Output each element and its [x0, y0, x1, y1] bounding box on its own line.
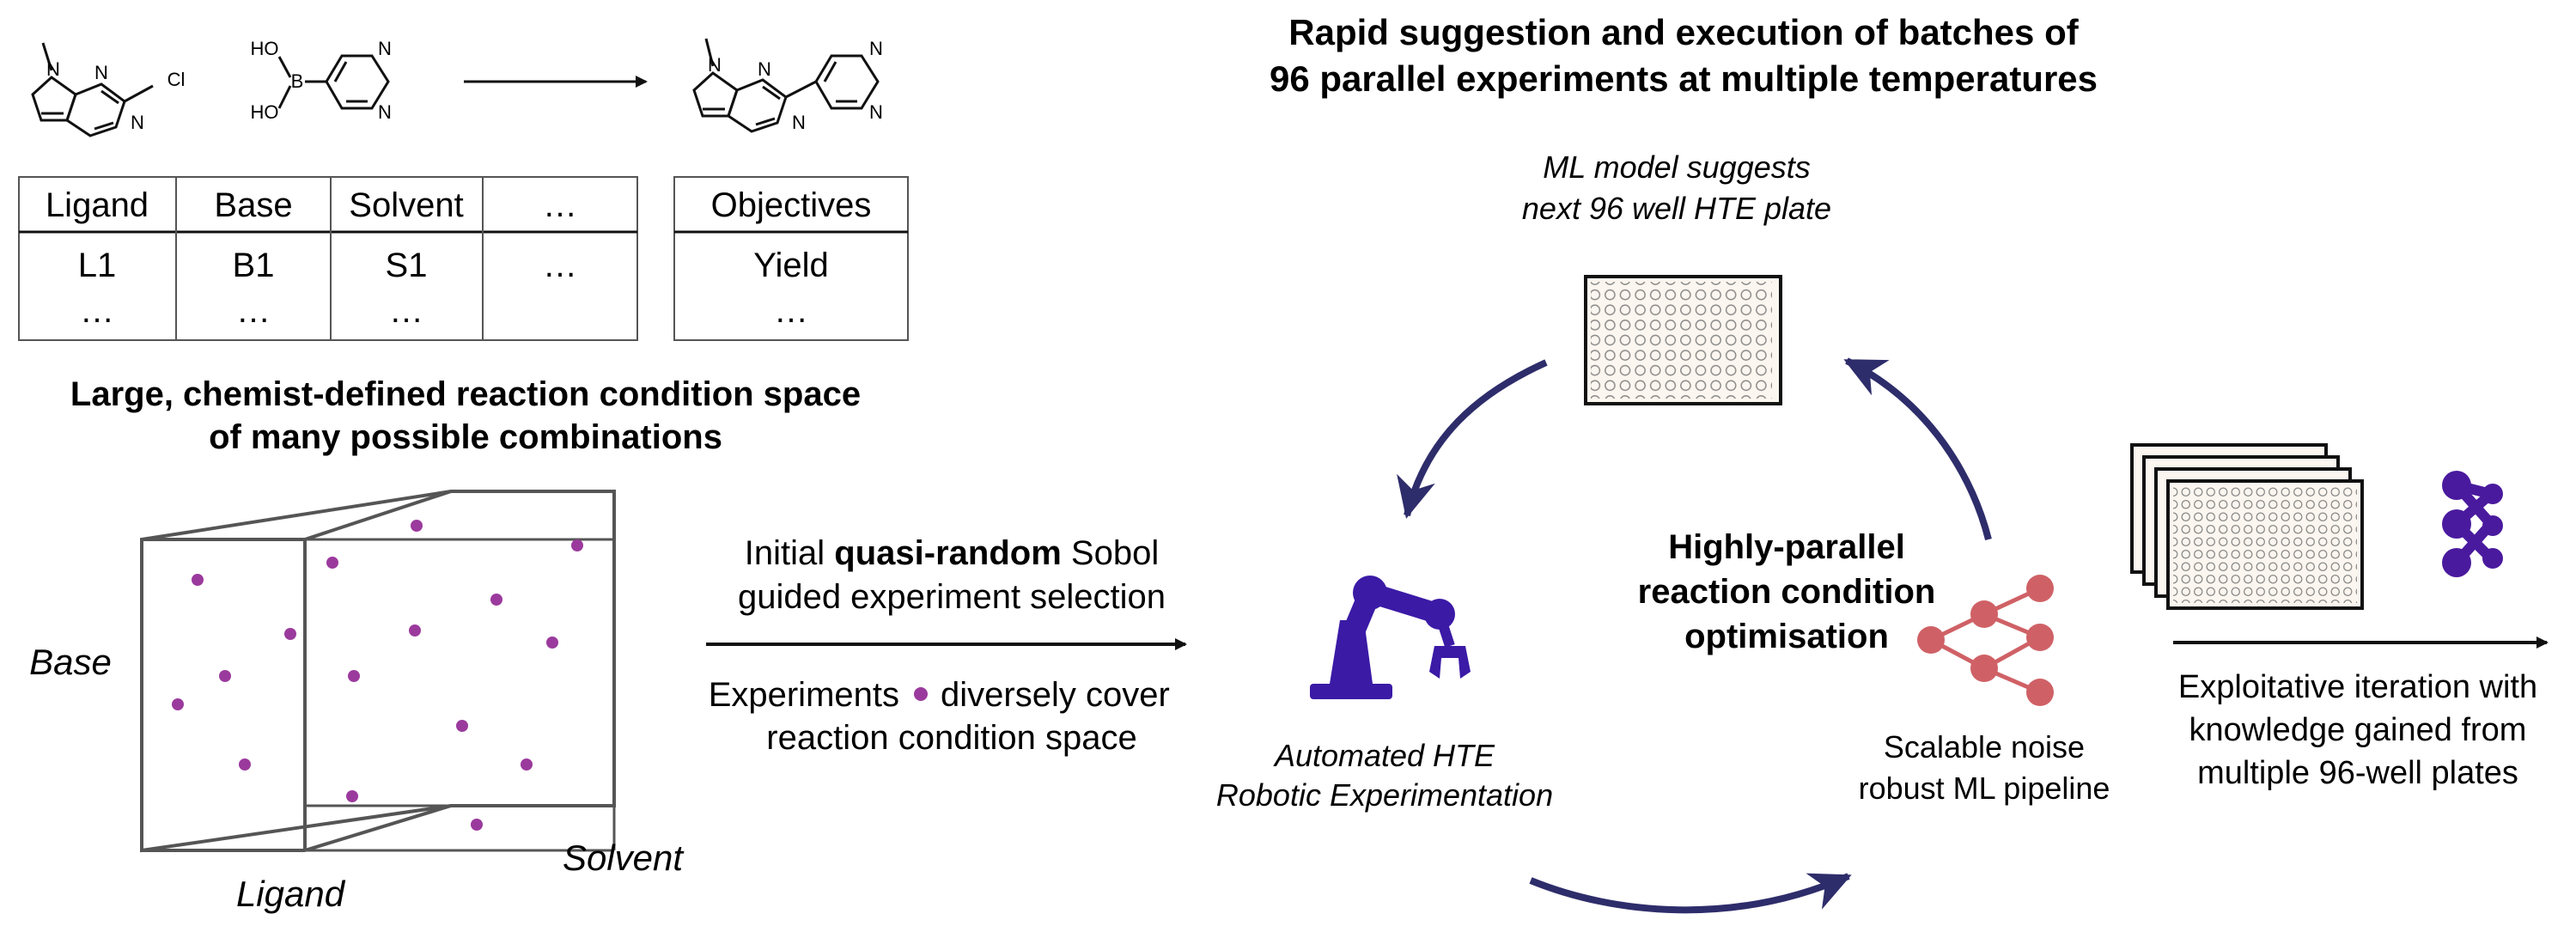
sobol-point — [456, 720, 468, 732]
reactant2-b: B — [291, 70, 304, 92]
sobol-point — [346, 790, 358, 802]
cube-outline — [140, 490, 616, 853]
reactant2-ho-top: HO — [251, 38, 279, 59]
sobol-line4: reaction condition space — [766, 719, 1136, 757]
sobol-point — [411, 520, 423, 532]
cell-l1: L1 — [78, 247, 117, 284]
reactant-2 — [277, 54, 390, 110]
space-title-line2: of many possible combinations — [209, 418, 722, 456]
product-n-methyl: N — [708, 54, 722, 76]
sobol-point — [326, 557, 338, 569]
cell-more: … — [543, 247, 577, 284]
product-pyrrole — [692, 71, 739, 118]
robot-arm-icon — [1310, 576, 1471, 699]
header-more: … — [543, 186, 577, 224]
pyrimidine-ring-2 — [325, 54, 390, 110]
plate-stack-icon — [2130, 443, 2364, 610]
cycle-arrow-to-ml — [1529, 873, 1852, 914]
pyrrole-ring — [31, 76, 77, 122]
exploit-line1: Exploitative iteration with — [2178, 669, 2537, 705]
sobol-point — [571, 539, 583, 551]
reactant1-n-top: N — [94, 62, 108, 83]
conditions-table-border — [18, 176, 638, 341]
sobol-point — [490, 594, 502, 606]
ml-label-line1: Scalable noise — [1884, 729, 2085, 764]
objectives-header: Objectives — [711, 186, 872, 224]
ml-suggest-line2: next 96 well HTE plate — [1522, 191, 1831, 226]
sobol-point — [239, 758, 251, 771]
sobol-line1: Initial quasi-random Sobol — [745, 534, 1159, 572]
pyrimidine-ring — [65, 82, 126, 137]
reactant1-n-methyl: N — [46, 58, 60, 80]
product-n-ring1: N — [758, 58, 771, 80]
space-title-line1: Large, chemist-defined reaction conditio… — [70, 375, 861, 413]
sobol-point — [521, 758, 533, 771]
cell-b1: B1 — [233, 247, 275, 284]
reactant1-n-bottom: N — [131, 112, 144, 133]
center-line1: Highly-parallel — [1668, 528, 1905, 566]
product-n-pyr-bottom: N — [869, 101, 883, 123]
neural-network-icon — [1917, 575, 2054, 706]
batch-title-line1: Rapid suggestion and execution of batche… — [1288, 12, 2079, 52]
sobol-point — [284, 628, 296, 640]
product-n-ring2: N — [792, 112, 806, 133]
reactant2-ho-bottom: HO — [251, 101, 279, 123]
center-line2: reaction condition — [1638, 573, 1936, 611]
sobol-line3-pre: Experiments — [709, 676, 899, 714]
cycle-arrow-to-robot — [1397, 359, 1548, 519]
legend-point-icon — [914, 687, 928, 701]
batch-title-line2: 96 parallel experiments at multiple temp… — [1270, 58, 2098, 99]
sobol-line2: guided experiment selection — [738, 578, 1166, 616]
sobol-point — [348, 670, 360, 682]
sobol-point — [172, 698, 184, 710]
network-icon — [2442, 471, 2503, 577]
objectives-yield: Yield — [753, 247, 828, 284]
axis-base: Base — [29, 642, 112, 682]
cycle-arrow-to-plate — [1843, 357, 1992, 540]
objectives-table: Objectives Yield … — [673, 176, 909, 341]
reactant1-cl: Cl — [167, 69, 186, 90]
cell-ellipsis-solvent: … — [389, 292, 423, 330]
well-plate-icon — [1584, 275, 1782, 405]
product-n-pyr-top: N — [869, 38, 883, 59]
ml-suggest-line1: ML model suggests — [1543, 149, 1811, 185]
reactant2-n-bottom: N — [378, 101, 392, 123]
condition-space-cube — [140, 490, 616, 853]
axis-solvent: Solvent — [563, 838, 685, 878]
robot-label-line2: Robotic Experimentation — [1216, 777, 1553, 813]
sobol-point — [471, 819, 483, 831]
conditions-table: Ligand Base Solvent … L1 B1 S1 … … … … — [18, 176, 638, 341]
ml-label-line2: robust ML pipeline — [1859, 771, 2110, 806]
exploit-line3: multiple 96-well plates — [2197, 755, 2518, 791]
sobol-point — [219, 670, 231, 682]
sobol-line3-post: diversely cover — [941, 676, 1170, 714]
header-solvent: Solvent — [349, 186, 463, 224]
exploit-line2: knowledge gained from — [2189, 712, 2527, 748]
objectives-table-border — [673, 176, 909, 341]
product-pyrimidine-2 — [814, 54, 880, 110]
sobol-points — [172, 520, 583, 831]
header-base: Base — [214, 186, 292, 224]
product-pyrimidine — [727, 78, 788, 133]
header-ligand: Ligand — [46, 186, 149, 224]
center-line3: optimisation — [1684, 618, 1889, 655]
cell-ellipsis-ligand: … — [80, 292, 114, 330]
robot-label-line1: Automated HTE — [1273, 738, 1495, 773]
objectives-ellipsis: … — [774, 292, 808, 330]
sobol-point — [546, 637, 558, 649]
sobol-point — [409, 624, 421, 637]
cell-s1: S1 — [386, 247, 428, 284]
reactant2-n-top: N — [378, 38, 392, 59]
axis-ligand: Ligand — [236, 874, 346, 914]
sobol-point — [192, 574, 204, 586]
cell-ellipsis-base: … — [236, 292, 271, 330]
product — [692, 38, 880, 133]
reactant-1 — [31, 42, 154, 137]
